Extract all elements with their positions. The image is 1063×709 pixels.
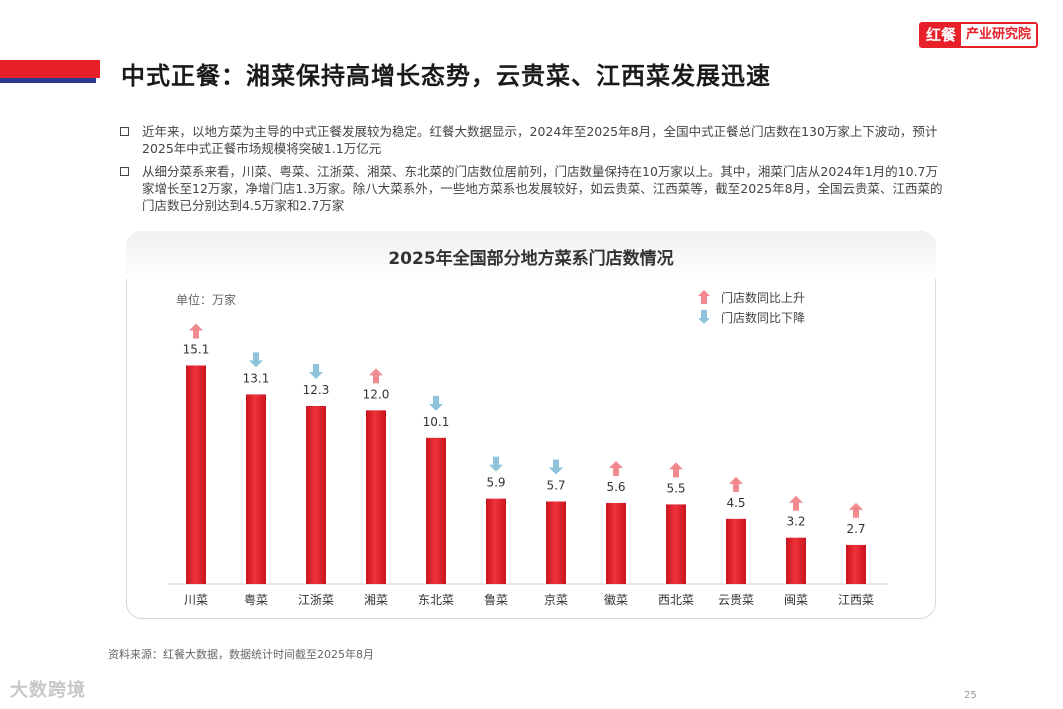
up-arrow-icon [849, 502, 863, 518]
bar-闽菜 [786, 537, 806, 584]
bar-京菜 [546, 501, 566, 584]
legend-label: 门店数同比上升 [721, 290, 806, 305]
chart-panel-header [126, 231, 936, 279]
brand-logo: 红餐 产业研究院 [919, 22, 1039, 48]
page-title: 中式正餐：湘菜保持高增长态势，云贵菜、江西菜发展迅速 [121, 62, 771, 90]
x-tick-label: 江浙菜 [298, 593, 334, 607]
bar-湘菜 [366, 410, 386, 584]
x-tick-label: 闽菜 [784, 593, 808, 607]
legend-item-up: 门店数同比上升 [697, 287, 805, 307]
data-label: 2.7 [846, 522, 865, 536]
page-number: 25 [964, 690, 977, 701]
data-label: 5.7 [546, 479, 565, 493]
square-bullet-icon [120, 167, 129, 176]
legend-label: 门店数同比下降 [721, 310, 806, 325]
data-label: 13.1 [243, 371, 270, 385]
title-accent-bar [0, 60, 100, 78]
bullet-item: 从细分菜系来看，川菜、粤菜、江浙菜、湘菜、东北菜的门店数位居前列，门店数量保持在… [120, 163, 950, 214]
x-tick-label: 鲁菜 [484, 593, 508, 607]
down-arrow-icon [489, 456, 503, 472]
title-accent-bar-navy [0, 78, 96, 83]
chart-legend: 门店数同比上升 门店数同比下降 [697, 287, 805, 327]
x-tick-label: 粤菜 [244, 592, 268, 607]
bar-鲁菜 [486, 498, 506, 584]
data-label: 12.0 [363, 387, 390, 401]
bar-东北菜 [426, 437, 446, 584]
up-arrow-icon [729, 476, 743, 492]
up-arrow-icon [669, 462, 683, 478]
bar-云贵菜 [726, 518, 746, 584]
data-label: 5.5 [666, 481, 685, 495]
down-arrow-icon [549, 459, 563, 475]
legend-item-down: 门店数同比下降 [697, 307, 805, 327]
x-tick-label: 西北菜 [658, 593, 694, 607]
data-label: 4.5 [726, 496, 745, 510]
down-arrow-icon [249, 352, 263, 368]
bullet-item: 近年来，以地方菜为主导的中式正餐发展较为稳定。红餐大数据显示，2024年至202… [120, 123, 950, 157]
bar-西北菜 [666, 504, 686, 584]
up-arrow-icon [698, 290, 710, 304]
up-arrow-icon [189, 323, 203, 339]
source-note: 资料来源：红餐大数据，数据统计时间截至2025年8月 [108, 648, 374, 661]
x-tick-label: 江西菜 [838, 593, 874, 607]
chart-title: 2025年全国部分地方菜系门店数情况 [388, 249, 674, 269]
up-arrow-icon [609, 460, 623, 476]
bullet-list: 近年来，以地方菜为主导的中式正餐发展较为稳定。红餐大数据显示，2024年至202… [120, 123, 950, 220]
up-arrow-icon [369, 368, 383, 384]
x-tick-label: 徽菜 [604, 592, 628, 607]
data-label: 12.3 [303, 383, 330, 397]
logo-text: 产业研究院 [961, 24, 1037, 46]
down-arrow-icon [309, 364, 323, 380]
down-arrow-icon [698, 310, 710, 324]
data-label: 5.6 [606, 480, 625, 494]
bar-粤菜 [246, 394, 266, 584]
data-label: 15.1 [183, 342, 210, 356]
bar-江西菜 [846, 544, 866, 584]
x-tick-label: 云贵菜 [718, 593, 754, 607]
x-tick-label: 湘菜 [364, 592, 388, 607]
up-arrow-icon [789, 495, 803, 511]
data-label: 10.1 [423, 415, 450, 429]
data-label: 5.9 [486, 476, 505, 490]
x-tick-label: 京菜 [544, 593, 568, 607]
watermark-text: 大数跨境 [10, 680, 86, 701]
x-tick-label: 川菜 [184, 593, 208, 607]
down-arrow-icon [429, 395, 443, 411]
x-tick-label: 东北菜 [418, 593, 454, 607]
bullet-text: 从细分菜系来看，川菜、粤菜、江浙菜、湘菜、东北菜的门店数位居前列，门店数量保持在… [142, 164, 943, 213]
chart-unit-label: 单位：万家 [176, 293, 237, 307]
square-bullet-icon [120, 127, 129, 136]
bar-江浙菜 [306, 406, 326, 584]
bullet-text: 近年来，以地方菜为主导的中式正餐发展较为稳定。红餐大数据显示，2024年至202… [142, 124, 938, 156]
data-label: 3.2 [786, 515, 805, 529]
bar-川菜 [186, 365, 206, 584]
logo-mark: 红餐 [921, 24, 962, 46]
bar-徽菜 [606, 502, 626, 584]
